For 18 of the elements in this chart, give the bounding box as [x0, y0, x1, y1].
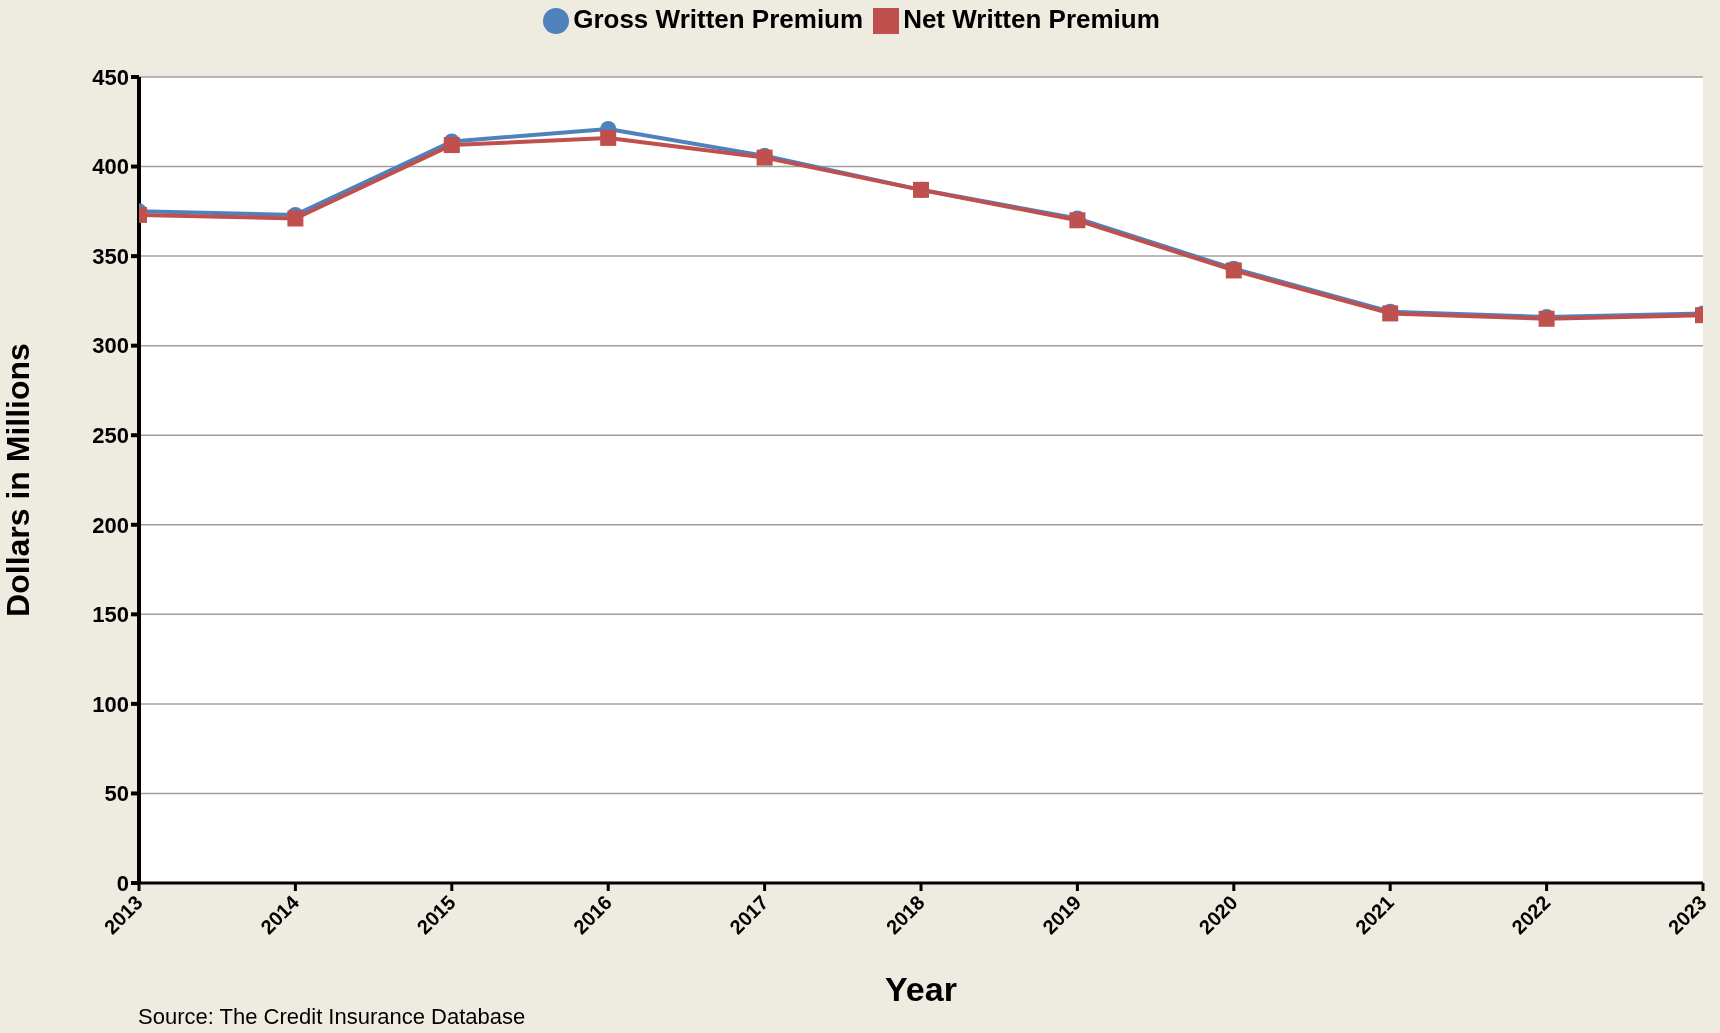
y-tick-label: 250 [92, 423, 129, 449]
y-tick-label: 300 [92, 333, 129, 359]
y-tick-label: 450 [92, 64, 129, 90]
y-tick-label: 400 [92, 154, 129, 180]
point [287, 210, 304, 227]
source-note: Source: The Credit Insurance Database [138, 1004, 526, 1030]
y-tick-label: 0 [116, 870, 129, 896]
point [600, 129, 617, 146]
y-tick-label: 50 [104, 781, 129, 807]
y-axis-title: Dollars in Millions [0, 343, 37, 617]
legend-label: Gross Written Premium [573, 4, 864, 34]
legend-label: Net Written Premium [903, 4, 1160, 34]
y-tick-label: 150 [92, 602, 129, 628]
point [443, 137, 460, 154]
y-tick-label: 200 [92, 512, 129, 538]
y-tick-label: 350 [92, 243, 129, 269]
x-axis-title: Year [885, 970, 957, 1008]
y-tick-label: 100 [92, 691, 129, 717]
